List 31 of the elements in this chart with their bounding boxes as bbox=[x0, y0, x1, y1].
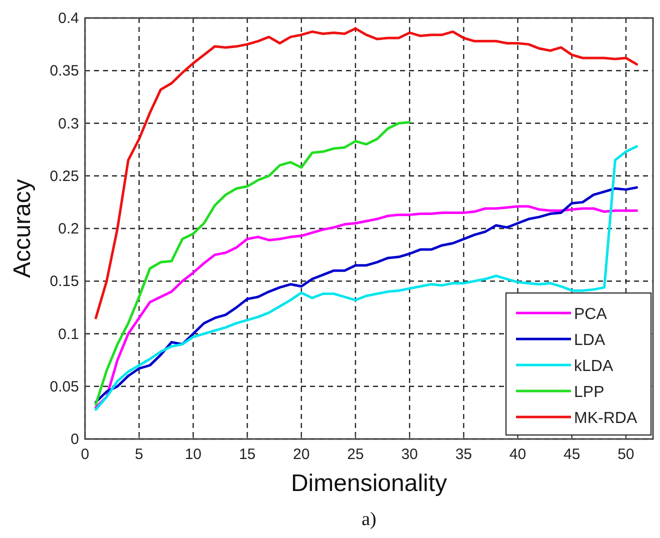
line-series bbox=[94, 145, 638, 411]
x-tick-label: 10 bbox=[184, 446, 202, 463]
x-tick-label: 25 bbox=[347, 446, 364, 463]
x-axis-title: Dimensionality bbox=[290, 470, 448, 497]
y-tick-label: 0.35 bbox=[50, 62, 79, 80]
y-tick-label: 0.2 bbox=[58, 220, 79, 238]
x-tick-label: 0 bbox=[80, 446, 90, 463]
x-tick-label: 20 bbox=[293, 446, 310, 463]
legend-label: LPP bbox=[574, 384, 604, 401]
y-tick-label: 0 bbox=[70, 431, 79, 448]
x-tick-label: 40 bbox=[509, 446, 526, 463]
y-tick-label: 0.4 bbox=[58, 10, 79, 27]
x-tick-label: 50 bbox=[618, 446, 634, 463]
x-tick-label: 35 bbox=[455, 446, 472, 463]
legend-label: MK-RDA bbox=[574, 410, 638, 427]
y-tick-label: 0.05 bbox=[50, 378, 79, 396]
legend-label: PCA bbox=[574, 306, 608, 323]
y-tick-label: 0.25 bbox=[50, 168, 79, 185]
legend-label: LDA bbox=[574, 332, 606, 349]
y-tick-label: 0.3 bbox=[58, 115, 79, 132]
text: a) bbox=[362, 509, 376, 530]
line-series bbox=[94, 27, 638, 320]
legend-label: kLDA bbox=[574, 358, 614, 375]
x-tick-label: 30 bbox=[401, 446, 418, 463]
y-axis-title: Accuracy bbox=[9, 179, 36, 278]
y-tick-label: 0.1 bbox=[58, 326, 79, 343]
x-tick-label: 45 bbox=[564, 446, 580, 463]
line-series bbox=[94, 120, 411, 406]
x-tick-label: 5 bbox=[134, 446, 144, 463]
y-tick-label: 0.15 bbox=[50, 273, 79, 290]
x-tick-label: 15 bbox=[238, 446, 256, 463]
